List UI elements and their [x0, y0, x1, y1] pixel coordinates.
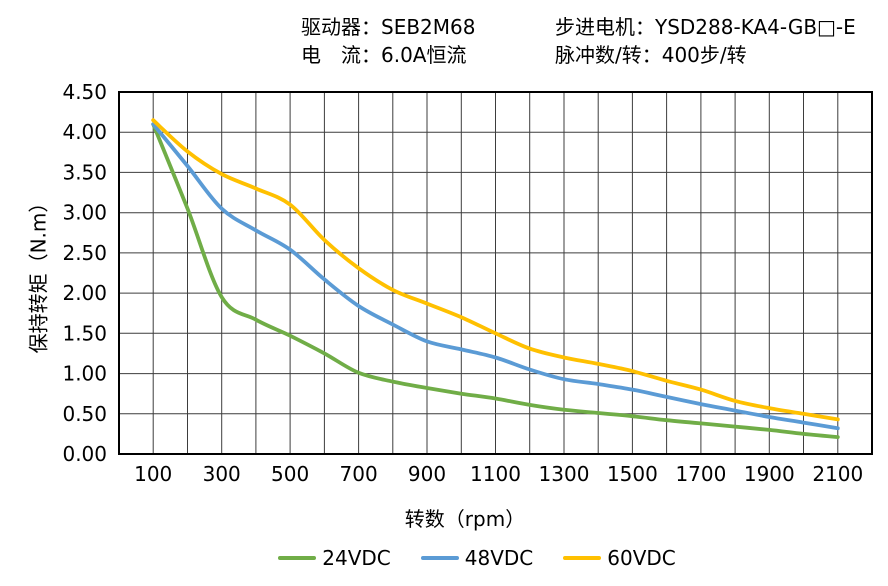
svg-text:700: 700: [340, 462, 378, 486]
svg-text:3.50: 3.50: [62, 160, 107, 184]
legend-label-60vdc: 60VDC: [607, 546, 676, 570]
svg-text:1500: 1500: [607, 462, 658, 486]
svg-text:1700: 1700: [675, 462, 726, 486]
legend-label-24vdc: 24VDC: [322, 546, 391, 570]
legend-swatch-24vdc-icon: [278, 556, 317, 560]
legend: 24VDC 48VDC 60VDC: [0, 546, 888, 570]
svg-text:2.50: 2.50: [62, 241, 107, 265]
svg-text:2100: 2100: [812, 462, 863, 486]
driver-annotation: 驱动器：SEB2M68: [301, 15, 476, 39]
legend-item-60vdc: 60VDC: [563, 546, 676, 570]
svg-text:1900: 1900: [744, 462, 795, 486]
svg-text:0.00: 0.00: [62, 442, 107, 466]
legend-item-48vdc: 48VDC: [420, 546, 534, 570]
svg-text:4.00: 4.00: [62, 120, 107, 144]
pulses-annotation: 脉冲数/转：400步/转: [555, 43, 747, 67]
svg-text:1300: 1300: [539, 462, 590, 486]
svg-text:500: 500: [271, 462, 309, 486]
svg-text:3.00: 3.00: [62, 201, 107, 225]
legend-item-24vdc: 24VDC: [278, 546, 391, 570]
legend-label-48vdc: 48VDC: [464, 546, 534, 570]
svg-text:1.00: 1.00: [62, 362, 107, 386]
svg-text:900: 900: [408, 462, 446, 486]
svg-text:300: 300: [203, 462, 241, 486]
svg-text:1.50: 1.50: [62, 321, 107, 345]
svg-text:4.50: 4.50: [62, 80, 107, 104]
legend-swatch-60vdc-icon: [563, 556, 602, 560]
svg-text:2.00: 2.00: [62, 281, 107, 305]
svg-text:100: 100: [134, 462, 172, 486]
legend-swatch-48vdc-icon: [420, 556, 459, 560]
svg-text:0.50: 0.50: [62, 402, 107, 426]
x-axis-title: 转数（rpm）: [404, 507, 526, 531]
motor-annotation: 步进电机：YSD288-KA4-GB□-E: [555, 15, 856, 39]
current-annotation: 电 流：6.0A恒流: [301, 43, 467, 67]
svg-text:1100: 1100: [470, 462, 521, 486]
